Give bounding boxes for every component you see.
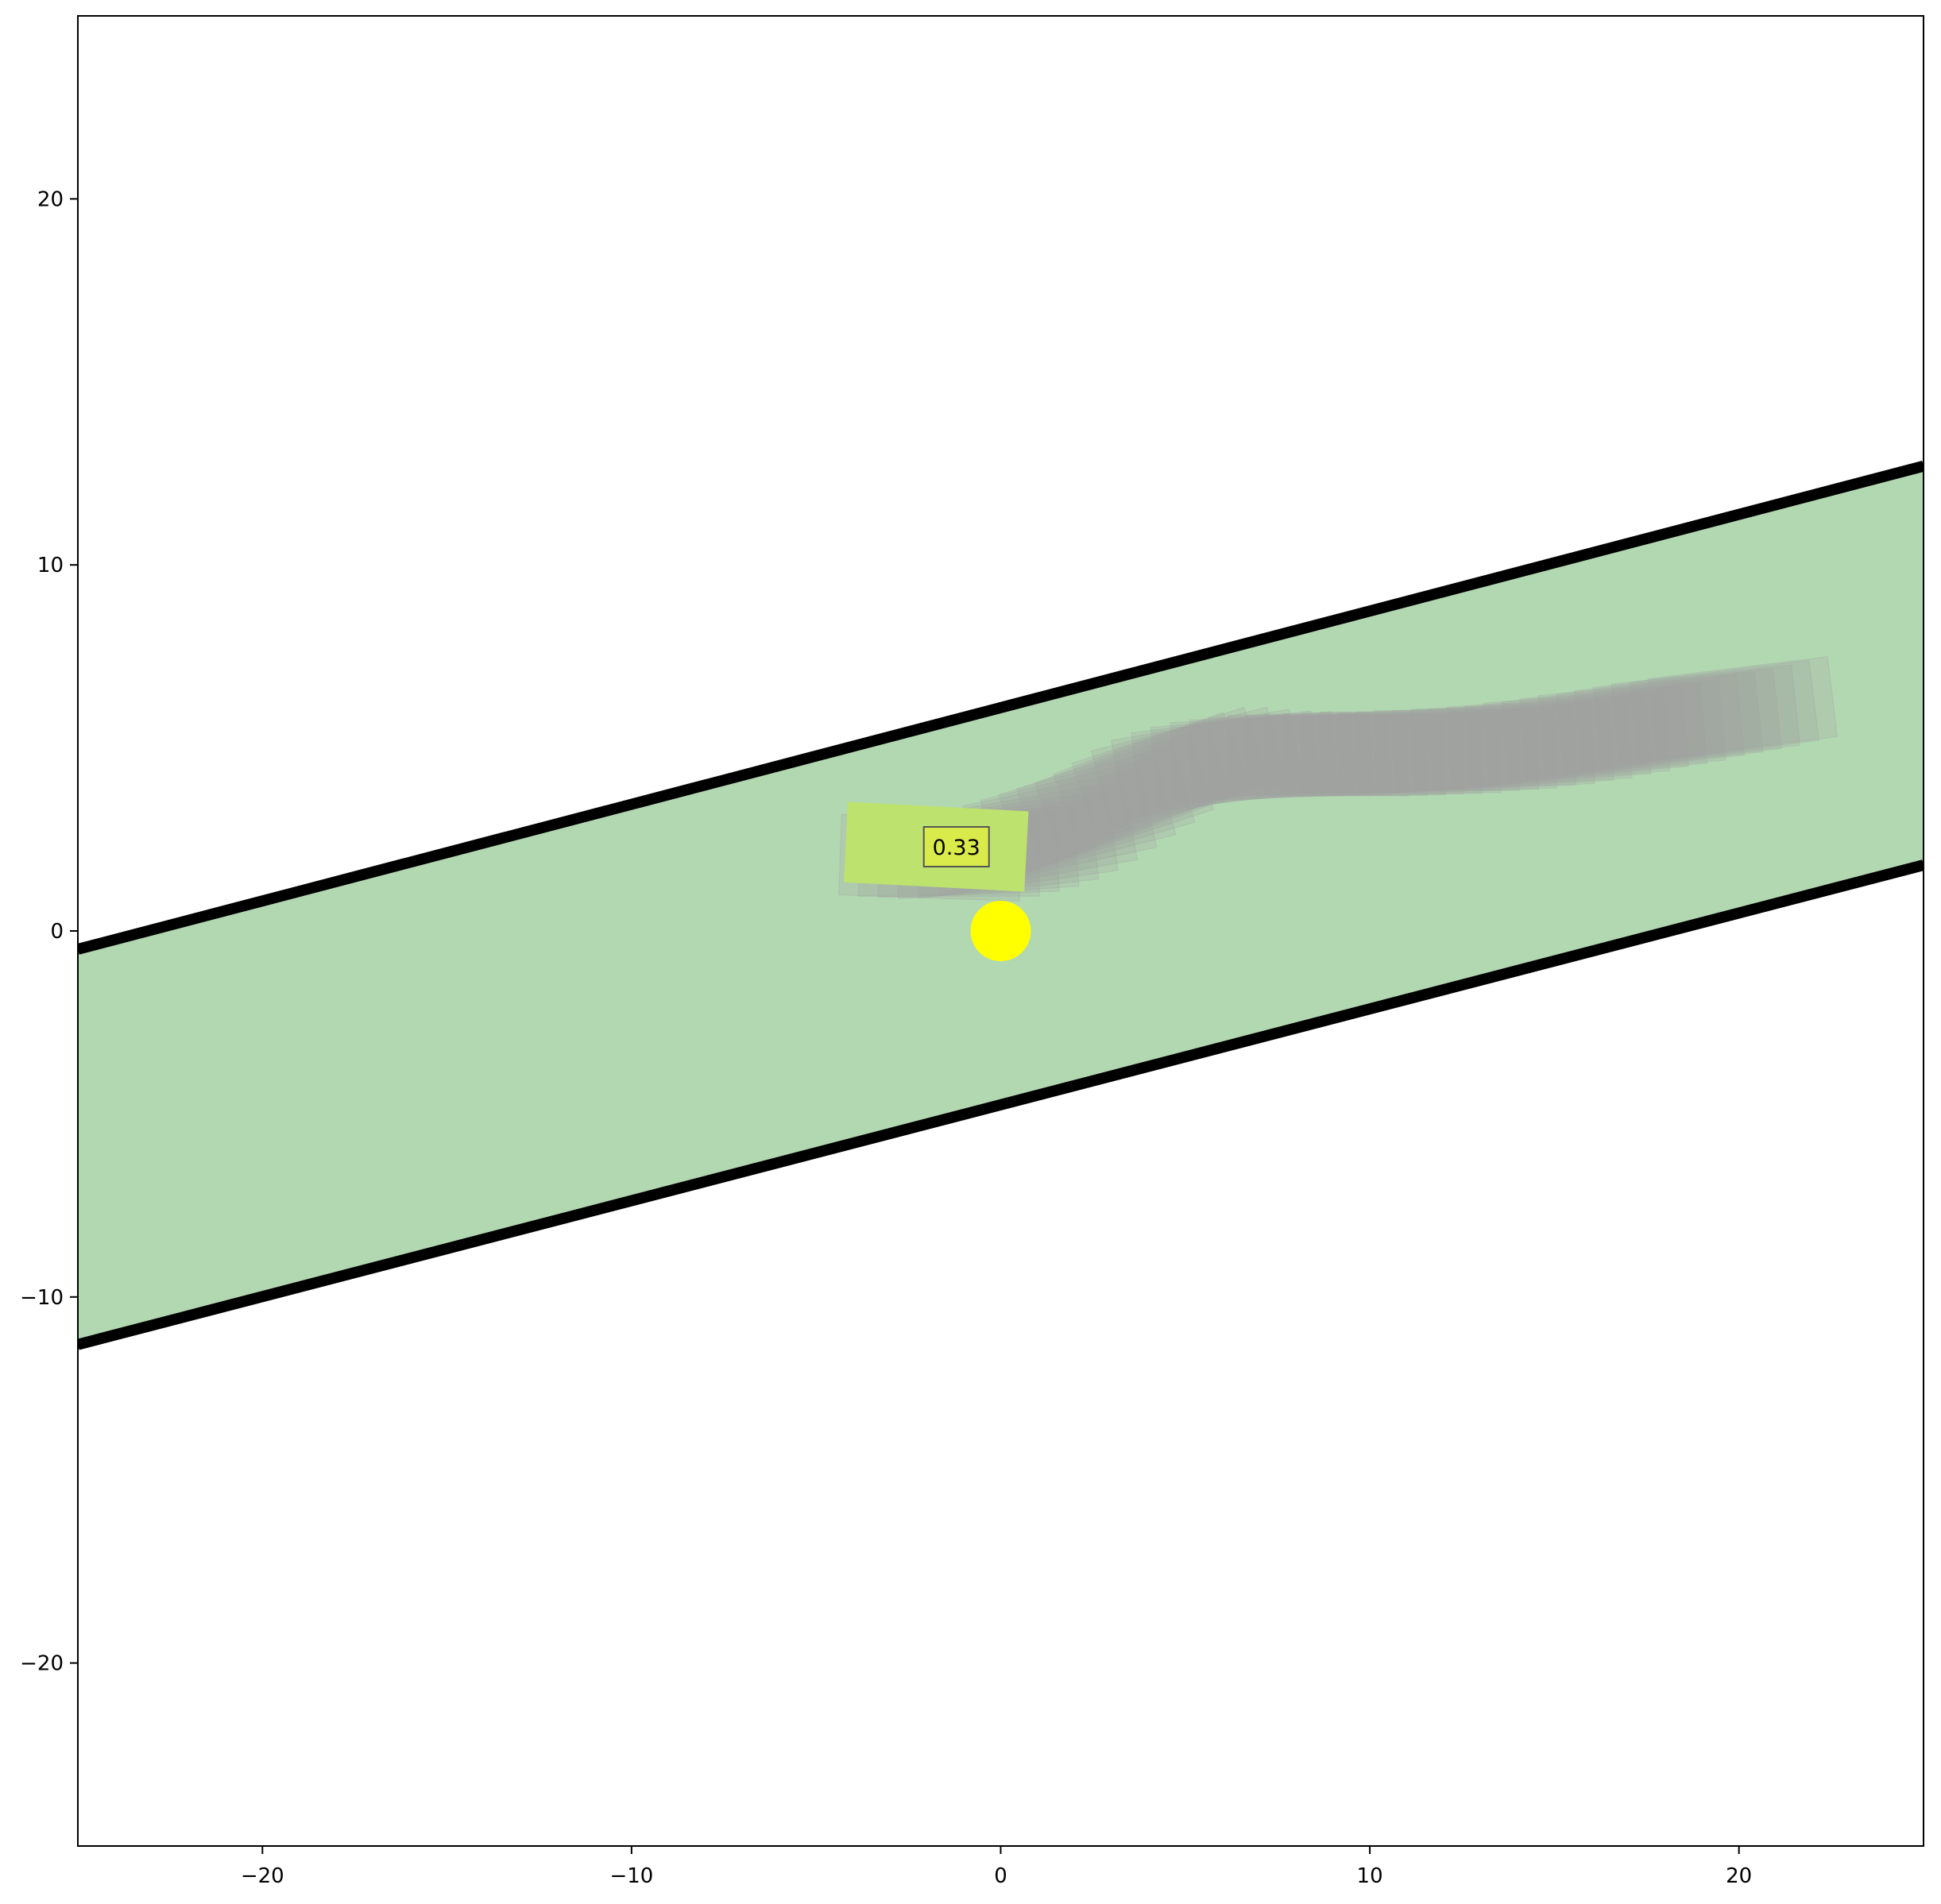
score-label: 0.33 [933, 836, 980, 860]
y-tick-label: 0 [50, 920, 64, 944]
trajectory-footprint [1071, 706, 1270, 840]
x-tick-label: 10 [1357, 1864, 1383, 1888]
trajectory-footprint [1355, 708, 1539, 794]
trajectory-footprint [1464, 693, 1652, 787]
trajectory-footprint [1131, 710, 1321, 813]
trajectory-footprint [1034, 720, 1233, 859]
y-tick-label: 20 [37, 187, 64, 211]
trajectory-footprint [1592, 667, 1782, 768]
trajectory-footprint [1170, 713, 1356, 804]
x-tick-label: 0 [994, 1864, 1007, 1888]
trajectory-footprint [1519, 682, 1708, 780]
trajectory-footprint [1208, 714, 1392, 799]
trajectory-footprint [1629, 659, 1819, 763]
trajectory-footprint [1053, 711, 1251, 851]
x-tick-label: 20 [1726, 1864, 1752, 1888]
trajectory-footprint [1337, 709, 1521, 794]
trajectory-footprint [1574, 671, 1764, 771]
trajectory-footprint [1150, 711, 1339, 809]
trajectory-footprint [1264, 713, 1446, 796]
y-tick-label: −10 [20, 1286, 64, 1310]
trajectory-footprint [1374, 707, 1558, 792]
trajectory-footprint [1428, 699, 1614, 790]
target-point [970, 901, 1031, 961]
trajectory-footprint [1301, 712, 1483, 794]
x-tick-label: −10 [609, 1864, 653, 1888]
trajectory-footprint [1091, 706, 1287, 830]
y-tick-label: 10 [37, 554, 64, 577]
trajectory-footprint [1446, 697, 1633, 788]
trajectory-footprint [1501, 686, 1689, 783]
trajectory-footprint [1319, 711, 1502, 794]
lane-boundary-upper [78, 461, 1924, 955]
trajectory-footprint [1111, 709, 1305, 821]
trajectory-footprint [1015, 732, 1215, 867]
x-tick-label: −20 [241, 1864, 284, 1888]
trajectory-footprint [1410, 702, 1595, 790]
trajectory-footprint [1245, 714, 1428, 797]
trajectory-footprint [1537, 679, 1726, 777]
trajectory-footprint [1189, 713, 1374, 801]
trajectory-footprint [1282, 713, 1465, 795]
trajectory-footprint [1610, 664, 1800, 765]
trajectory-footprint [1556, 674, 1746, 774]
trajectory-footprint [1392, 704, 1577, 792]
trajectory-footprint [1647, 656, 1839, 759]
trajectory-footprint [1483, 689, 1670, 784]
score-label-box [922, 826, 990, 868]
trajectory-footprint [1227, 715, 1409, 797]
lane-boundary-lower [78, 859, 1924, 1350]
y-tick-label: −20 [20, 1652, 64, 1676]
